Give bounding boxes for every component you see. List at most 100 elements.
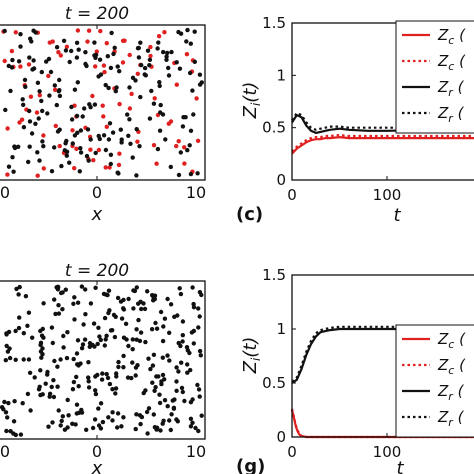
x-tick-label: 100 [373,186,402,204]
scatter-point [6,164,12,169]
scatter-point [78,128,84,133]
scatter-point [120,60,126,65]
scatter-point [57,93,63,99]
scatter-point [101,133,107,138]
scatter-point [182,398,187,404]
scatter-point [148,366,153,372]
scatter-point [58,357,63,362]
scatter-point [108,152,114,157]
scatter-point [18,64,23,69]
legend-label: Zr ( [437,78,465,99]
scatter-point [155,146,161,152]
scatter-point [21,357,26,362]
scatter-point [67,160,72,165]
scatter-point [192,59,197,64]
legend-label: Zr ( [437,408,465,429]
scatter-point [33,121,38,127]
scatter-point [158,110,163,115]
scatter-point [2,399,7,405]
scatter-point [116,162,122,168]
scatter-point [174,365,179,370]
scatter-point [111,312,117,318]
scatter-point [47,394,52,399]
scatter-point [11,419,17,424]
scatter-point [160,338,166,344]
scatter-point [75,28,81,33]
scatter-point [162,316,168,321]
scatter-point [70,421,75,426]
scatter-point [137,413,143,418]
scatter-point [134,327,139,332]
x-tick-label: 0 [287,443,297,461]
scatter-point [195,382,200,388]
scatter-point [56,50,61,55]
scatter-point [194,96,199,101]
scatter-point [130,360,135,365]
line-bottom-xticks: 0 100 [287,433,401,461]
scatter-point [84,153,90,159]
scatter-point [39,69,44,75]
scatter-point [55,364,60,369]
scatter-point [26,62,32,67]
x-tick-label: 100 [373,443,402,461]
scatter-point [110,387,115,392]
scatter-bottom-xtick-0: 0 [0,442,10,461]
scatter-point [109,30,114,36]
scatter-point [188,367,193,373]
scatter-point [155,46,160,51]
scatter-point [6,400,11,406]
scatter-point [154,425,160,430]
scatter-point [13,30,18,35]
scatter-point [142,306,148,312]
legend-label-rest: ( [453,382,465,400]
scatter-point [72,133,78,138]
scatter-point [168,164,173,170]
scatter-point [86,385,92,390]
y-tick-label: 1 [276,320,286,338]
scatter-point [46,424,51,429]
scatter-point [5,126,10,131]
scatter-point [106,310,111,316]
scatter-point [106,137,112,142]
scatter-point [113,391,118,396]
scatter-point [145,431,150,436]
scatter-point [185,148,190,153]
scatter-point [94,49,100,54]
scatter-bottom-xtick-1: 0 [92,442,102,461]
scatter-point [78,150,84,155]
scatter-point [28,94,34,99]
scatter-point [39,333,45,338]
scatter-point [148,44,153,50]
scatter-point [158,428,163,433]
scatter-point [18,44,23,49]
scatter-point [197,348,203,354]
panel-label-c: (c) [236,204,263,225]
scatter-top-points [1,27,204,178]
scatter-point [160,372,166,378]
scatter-point [87,344,93,349]
scatter-top-title: t = 200 [65,4,129,24]
scatter-point [134,285,139,290]
scatter-point [39,98,44,104]
line-bottom-ylabel-arg: (t) [240,337,261,358]
scatter-point [119,424,124,429]
legend-label-sub: c [448,60,454,73]
scatter-point [49,384,54,390]
scatter-point [88,301,94,306]
scatter-point [96,406,101,411]
scatter-point [121,415,126,420]
scatter-point [74,402,80,407]
scatter-point [69,117,75,122]
scatter-point [50,340,55,346]
scatter-point [115,295,121,301]
scatter-point [191,305,197,310]
scatter-point [16,59,22,64]
scatter-point [101,63,107,68]
scatter-point [93,391,99,397]
scatter-point [138,40,143,45]
scatter-point [18,32,23,37]
scatter-point [64,153,70,158]
scatter-point [100,103,105,108]
scatter-point [51,394,57,400]
scatter-point [184,52,190,57]
